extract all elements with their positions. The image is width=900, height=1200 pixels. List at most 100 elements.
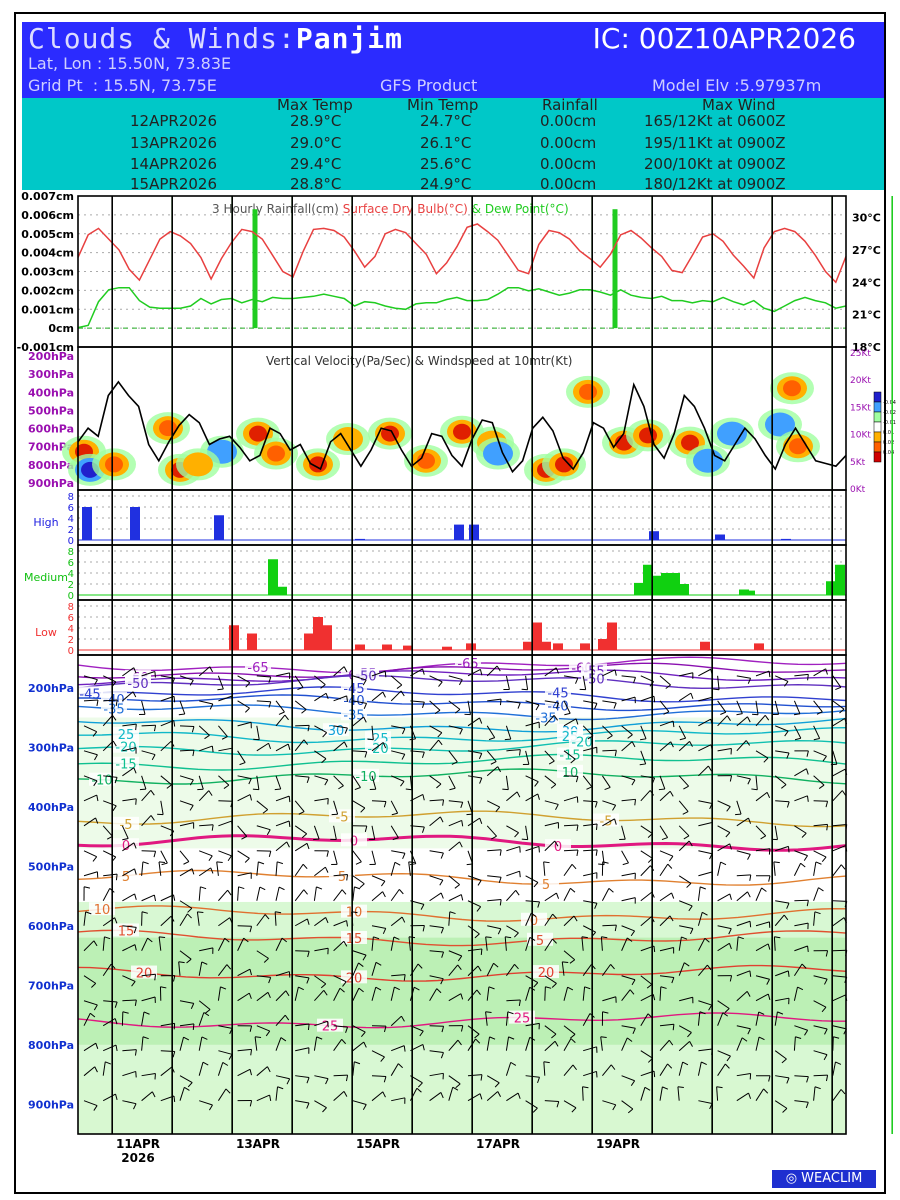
wind-barb [295, 775, 310, 778]
wind-barb-feather [264, 914, 270, 920]
wind-barb [832, 994, 846, 1002]
panel-title-vertical-velocity: Vertical Velocity(Pa/Sec) & Windspeed at… [266, 354, 572, 368]
wind-barb [467, 1093, 481, 1102]
wind-barb [429, 816, 441, 827]
wind-barb-feather [153, 725, 157, 732]
wind-barb [390, 690, 402, 702]
date-tick-label: 15APR [356, 1137, 400, 1151]
wind-barb-feather [543, 1061, 550, 1064]
wind-barb [717, 700, 727, 713]
row-max-temp: 28.8°C [290, 175, 342, 193]
wind-barb-feather [302, 863, 308, 870]
wind-barb [487, 849, 502, 852]
cloud-bar [454, 524, 464, 540]
cloud-tick-label: 0 [68, 536, 74, 547]
wind-barb-feather [669, 790, 674, 797]
wind-barb [506, 1092, 519, 1102]
wind-barb-feather [208, 790, 213, 796]
wind-barb-feather [498, 877, 502, 884]
wind-barb [717, 942, 730, 952]
wind-barb [755, 791, 768, 802]
wind-barb [659, 741, 672, 752]
wind-barb [698, 696, 713, 702]
wind-barb [678, 840, 690, 852]
title-prefix: Clouds & Winds: [28, 22, 296, 55]
wind-barb [295, 1047, 309, 1052]
wind-barb [103, 775, 118, 778]
wind-barb-feather [277, 861, 284, 865]
wind-barb [83, 871, 98, 877]
right-tick-label: 18°C [852, 341, 881, 354]
city-name: Panjim [295, 22, 404, 55]
wind-barb-feather [786, 801, 790, 808]
wind-barb [486, 963, 494, 976]
isotherm-label: -65 [457, 657, 478, 672]
wind-barb-feather [508, 1036, 515, 1040]
wind-barb-feather [459, 841, 463, 848]
wind-barb-feather [784, 730, 789, 737]
wind-barb [659, 1063, 668, 1076]
colorbar-label: -0.02 [883, 410, 896, 416]
wind-barb-feather [768, 671, 771, 678]
pressure-tick-label: 800hPa [28, 459, 74, 472]
pressure-tick-label: 400hPa [28, 386, 74, 399]
wind-barb-feather [720, 711, 727, 715]
wind-barb [697, 912, 703, 926]
wind-barb [313, 825, 320, 840]
wind-barb [295, 724, 310, 727]
wind-barb-feather [150, 790, 155, 796]
wind-barb-feather [417, 1082, 423, 1088]
profile-pressure-label: 700hPa [28, 979, 74, 992]
wind-barb [659, 1023, 674, 1027]
wind-barb [544, 800, 559, 805]
row-max-wind: 200/10Kt at 0900Z [644, 155, 786, 173]
wind-barb [429, 975, 444, 980]
wind-barb [755, 714, 766, 727]
wind-barb-feather [142, 861, 149, 865]
wind-barb-feather [360, 807, 366, 813]
wind-barb-feather [178, 713, 185, 716]
wind-barb-feather [795, 1036, 802, 1039]
wind-barb [774, 775, 787, 786]
isotherm-label: -45 [547, 687, 568, 702]
wind-barb [237, 968, 251, 977]
wind-barb [429, 1025, 444, 1027]
wind-barb-feather [355, 861, 362, 865]
wind-barb-feather [134, 893, 137, 900]
wind-barb-feather [534, 781, 539, 787]
wind-barb [813, 823, 828, 827]
wind-barb [640, 750, 647, 765]
wind-barb-feather [679, 737, 686, 741]
wind-barb [275, 1014, 286, 1027]
wind-barb-feather [658, 788, 665, 791]
wind-barb [755, 750, 769, 759]
isotherm-label: -20 [115, 741, 136, 756]
wind-barb [621, 975, 636, 981]
wind-barb [602, 1100, 616, 1106]
wind-barb [832, 1089, 842, 1101]
wind-barb-feather [586, 786, 593, 790]
wind-barb-feather [707, 765, 712, 772]
wind-barb-feather [281, 937, 288, 943]
wind-barb-feather [380, 1056, 385, 1062]
wind-barb [583, 1070, 597, 1077]
wind-barb-feather [284, 1014, 290, 1021]
wind-barb-feather [306, 977, 310, 984]
cloud-bar [700, 641, 710, 650]
wind-barb-feather [96, 795, 99, 802]
wind-barb [275, 714, 286, 727]
wind-barb-feather [555, 804, 559, 810]
wind-barb [698, 744, 712, 752]
wind-barb [755, 670, 770, 677]
lat-lon: Lat, Lon : 15.50N, 73.83E [28, 54, 232, 73]
wind-barb [429, 1072, 444, 1077]
wind-barb-feather [397, 1063, 403, 1069]
wind-barb [352, 1061, 355, 1076]
wind-barb-feather [153, 851, 157, 858]
left-tick-label: 0cm [48, 322, 74, 335]
wind-barb-feather [297, 686, 304, 691]
wind-barb-feather [441, 951, 445, 958]
wind-barb-feather [747, 678, 752, 684]
wind-barb-feather [286, 841, 290, 848]
wind-barb [525, 937, 531, 951]
